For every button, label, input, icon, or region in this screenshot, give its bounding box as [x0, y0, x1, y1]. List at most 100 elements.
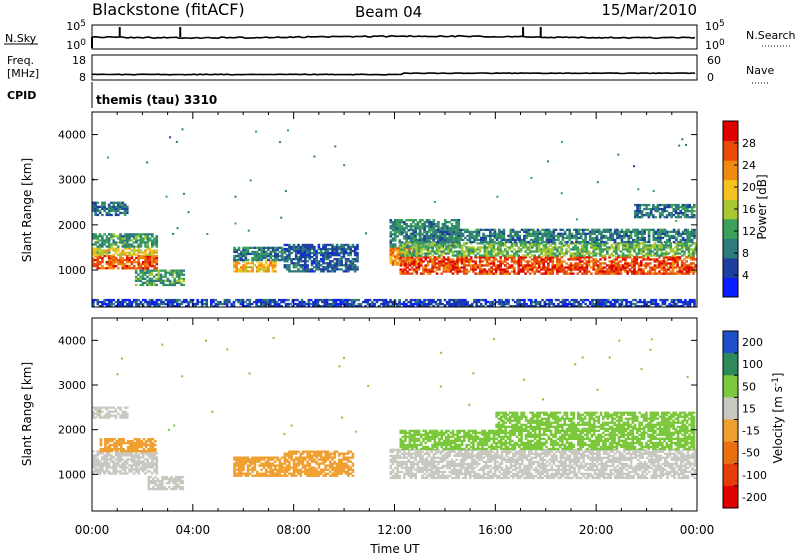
- data-cell: [600, 299, 603, 301]
- data-cell: [108, 301, 111, 303]
- data-cell: [135, 464, 138, 466]
- data-cell: [160, 282, 163, 284]
- data-cell: [566, 241, 569, 243]
- data-cell: [340, 258, 343, 260]
- data-cell: [115, 259, 118, 261]
- data-cell: [112, 261, 115, 263]
- data-cell: [452, 246, 455, 248]
- data-cell: [156, 261, 159, 263]
- data-cell: [115, 212, 118, 214]
- data-cell: [392, 249, 395, 251]
- data-cell: [149, 233, 152, 235]
- data-cell: [412, 235, 415, 237]
- data-cell: [474, 260, 477, 262]
- data-cell: [615, 258, 618, 260]
- data-cell: [692, 270, 695, 272]
- data-cell: [498, 235, 501, 237]
- data-cell: [489, 233, 492, 235]
- data-cell: [452, 264, 455, 266]
- data-cell: [505, 303, 508, 305]
- data-cell: [499, 266, 502, 268]
- data-cell: [131, 470, 134, 472]
- data-cell: [597, 246, 600, 248]
- data-cell: [614, 241, 617, 243]
- data-cell: [169, 270, 172, 272]
- data-cell: [400, 244, 403, 246]
- data-cell: [677, 229, 680, 231]
- data-cell: [677, 241, 680, 243]
- data-cell: [249, 253, 252, 255]
- data-cell: [574, 248, 577, 250]
- data-cell: [387, 303, 390, 305]
- data-cell: [394, 263, 397, 265]
- data-cell: [444, 235, 447, 237]
- data-cell: [419, 237, 422, 239]
- data-cell: [183, 274, 186, 276]
- data-cell: [511, 244, 514, 246]
- data-cell: [568, 237, 571, 239]
- data-cell: [663, 264, 666, 266]
- data-cell: [599, 252, 602, 254]
- data-cell: [500, 299, 503, 301]
- data-cell: [288, 252, 291, 254]
- data-cell: [525, 241, 528, 243]
- data-cell: [613, 270, 616, 272]
- data-cell: [260, 247, 263, 249]
- data-cell: [343, 256, 346, 258]
- data-cell: [415, 262, 418, 264]
- data-cell: [552, 268, 555, 270]
- data-cell: [534, 231, 537, 233]
- data-cell: [147, 267, 150, 269]
- data-cell: [272, 251, 275, 253]
- data-cell: [519, 235, 522, 237]
- data-cell: [408, 219, 411, 221]
- data-cell: [94, 466, 97, 468]
- data-cell: [267, 255, 270, 257]
- data-cell: [151, 249, 154, 251]
- data-cell: [328, 303, 331, 305]
- data-cell: [507, 301, 510, 303]
- data-cell: [254, 255, 257, 257]
- data-cell: [547, 246, 550, 248]
- data-cell: [235, 255, 238, 257]
- data-cell: [599, 248, 602, 250]
- data-cell: [461, 244, 464, 246]
- data-cell: [634, 235, 637, 237]
- data-cell: [311, 260, 314, 262]
- data-cell: [627, 241, 630, 243]
- data-cell: [272, 266, 275, 268]
- data-cell: [641, 229, 644, 231]
- data-cell: [418, 264, 421, 266]
- data-cell: [169, 274, 172, 276]
- data-cell: [306, 260, 309, 262]
- data-cell: [471, 303, 474, 305]
- colorbar-swatch: [723, 277, 738, 297]
- data-cell: [519, 241, 522, 243]
- data-cell: [534, 303, 537, 305]
- data-cell: [267, 253, 270, 255]
- data-cell: [311, 252, 314, 254]
- data-cell: [654, 208, 657, 210]
- data-cell: [604, 273, 607, 275]
- data-cell: [461, 254, 464, 256]
- data-cell: [112, 259, 115, 261]
- data-cell: [618, 235, 621, 237]
- data-cell: [126, 454, 129, 456]
- data-cell: [599, 250, 602, 252]
- data-cell: [638, 266, 641, 268]
- data-cell: [427, 254, 430, 256]
- data-cell: [389, 299, 392, 301]
- data-cell: [119, 460, 122, 462]
- data-cell: [106, 454, 109, 456]
- data-cell: [336, 266, 339, 268]
- data-cell: [641, 301, 644, 303]
- data-cell: [284, 250, 287, 252]
- data-cell: [640, 256, 643, 258]
- data-cell: [556, 273, 559, 275]
- data-cell: [108, 233, 111, 235]
- data-cell: [479, 266, 482, 268]
- data-cell: [421, 233, 424, 235]
- data-cell: [149, 301, 152, 303]
- data-cell: [599, 244, 602, 246]
- data-cell: [272, 249, 275, 251]
